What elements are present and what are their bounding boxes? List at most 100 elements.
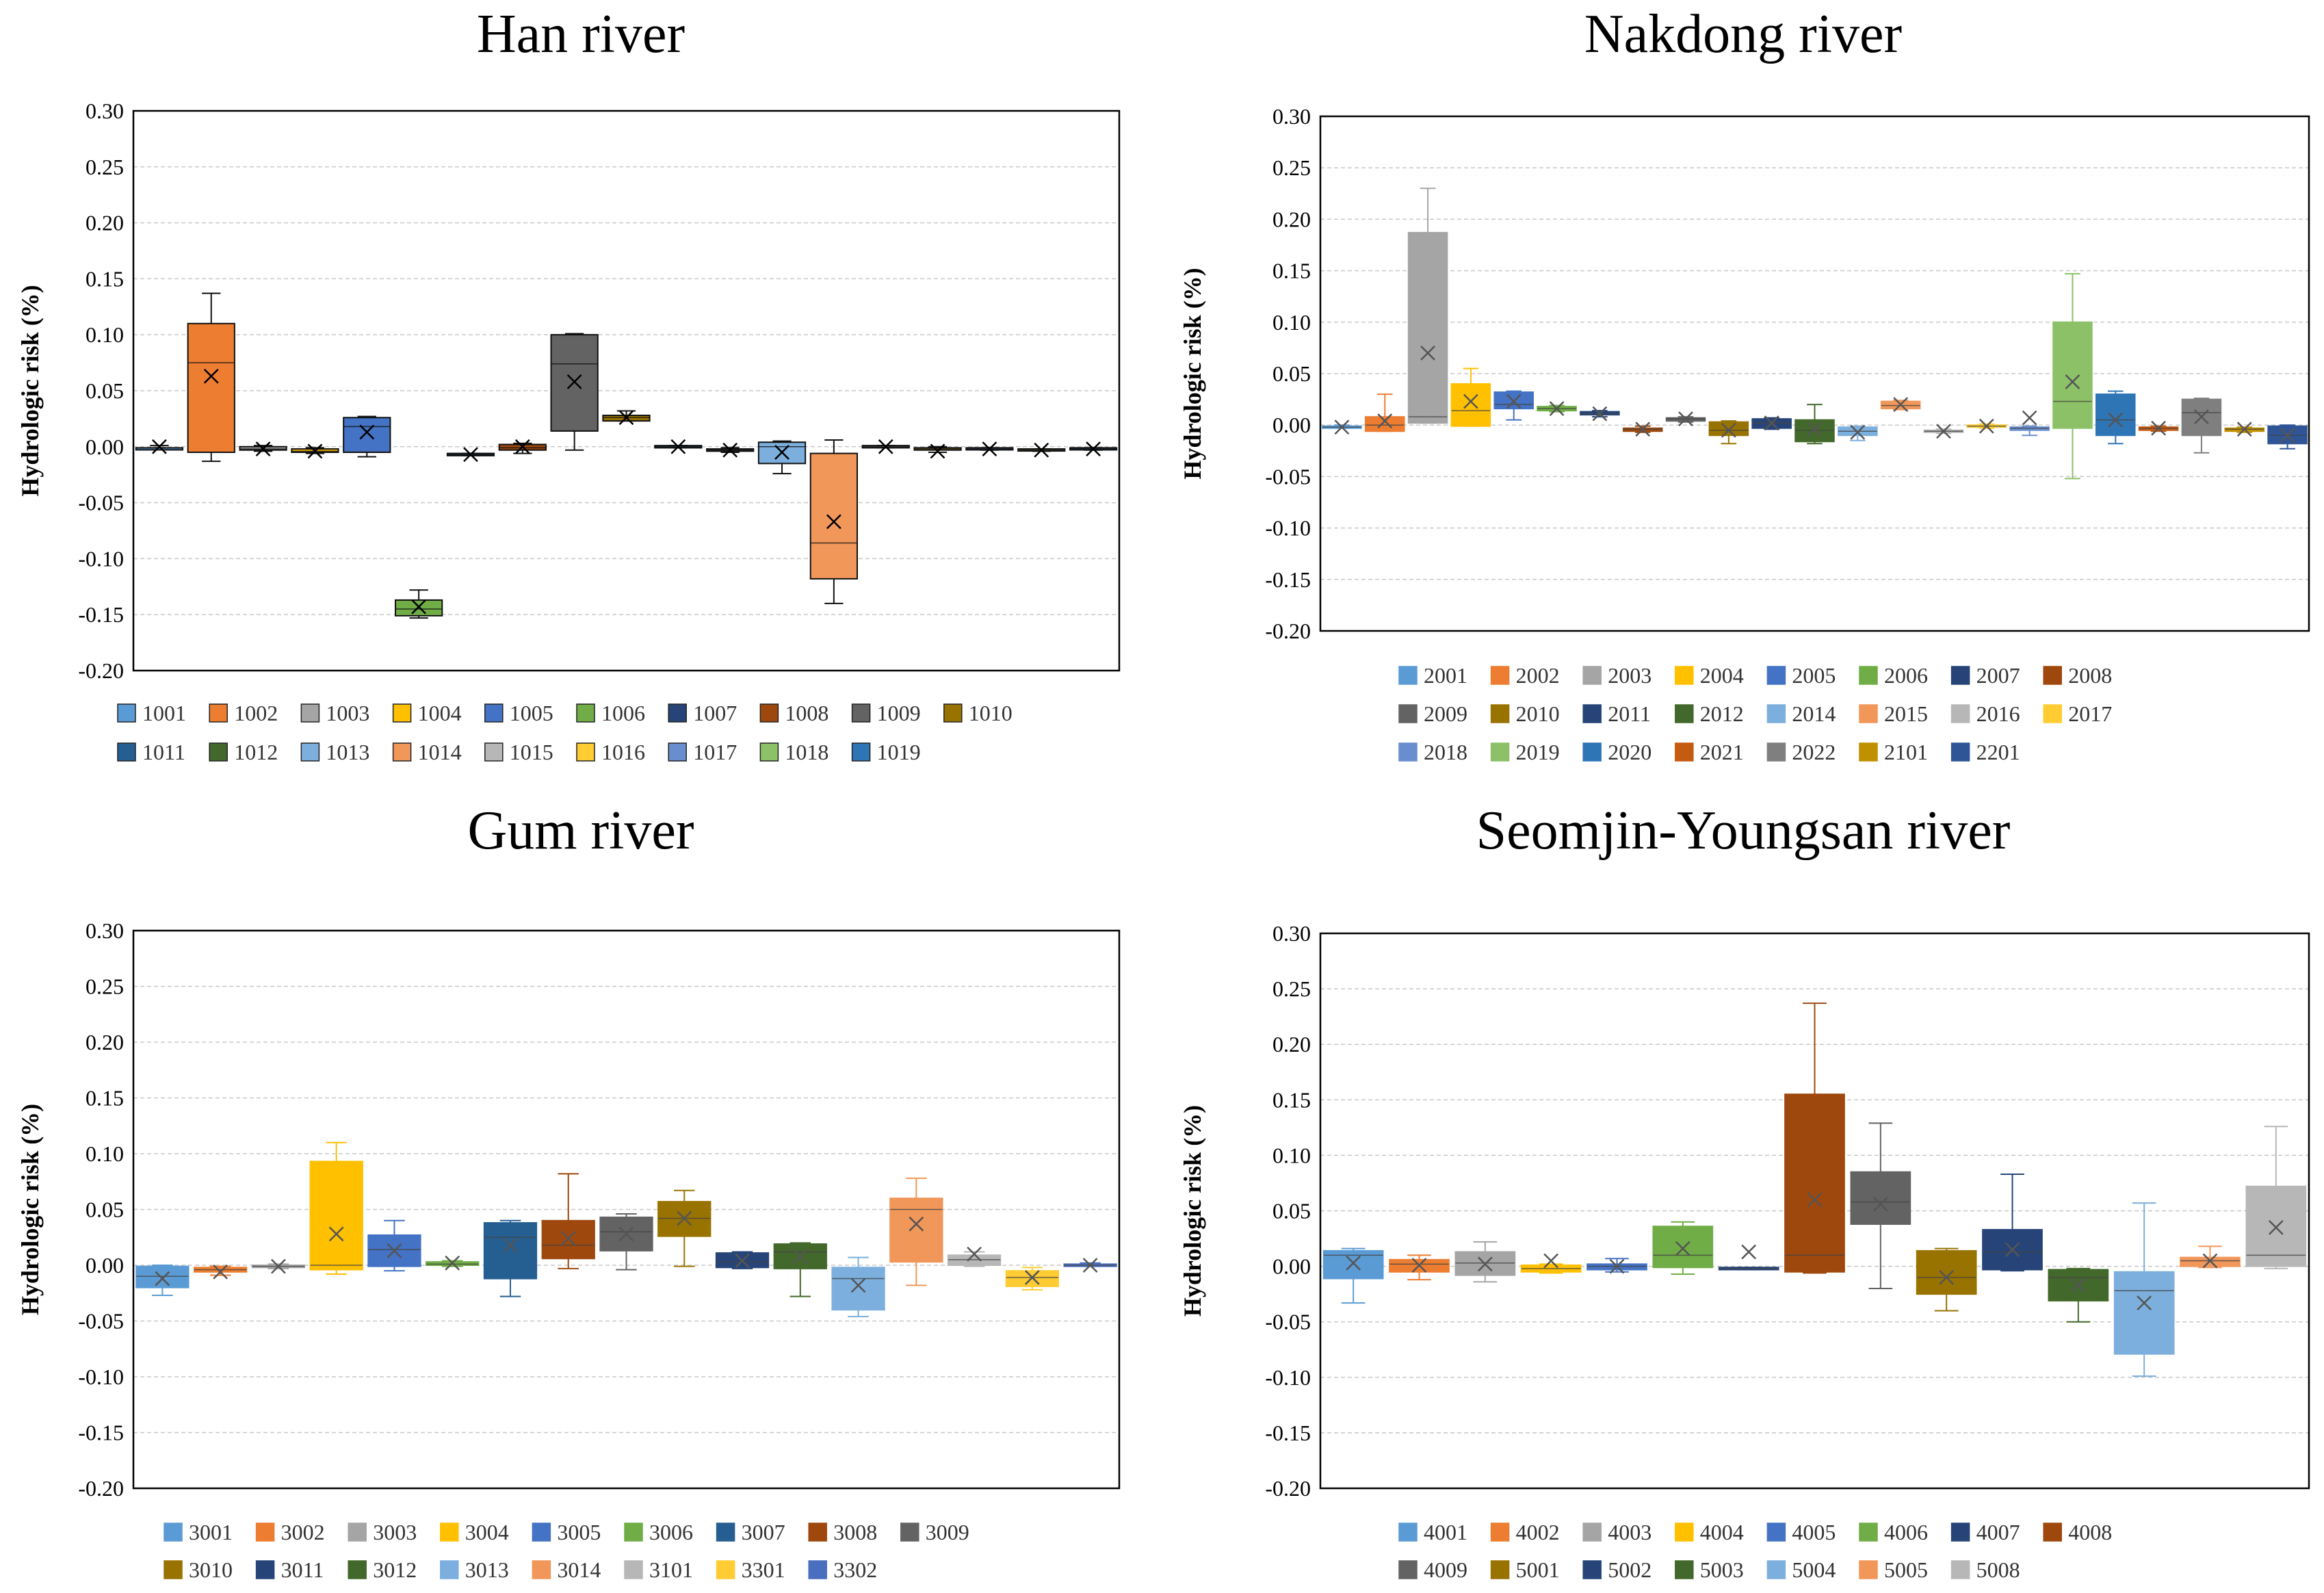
mean-marker [1082, 1258, 1098, 1273]
legend-label: 2009 [1424, 701, 1467, 726]
box-3301 [1005, 1267, 1059, 1291]
mean-marker [2202, 1253, 2218, 1269]
legend-label: 2003 [1608, 663, 1651, 688]
legend-label: 2020 [1608, 740, 1651, 764]
mean-marker [1086, 441, 1101, 456]
box-iqr [135, 1265, 190, 1288]
box-4009 [1850, 1122, 1911, 1290]
legend-label: 2021 [1700, 740, 1744, 764]
legend-swatch [900, 1523, 919, 1542]
legend-swatch [1582, 1560, 1602, 1579]
legend-item-2019: 2019 [1490, 740, 1560, 764]
legend-item-2012: 2012 [1675, 701, 1744, 726]
box-2020 [2095, 390, 2136, 445]
legend-item-3005: 3005 [532, 1520, 601, 1544]
y-tick-label: -0.20 [1265, 1476, 1311, 1501]
legend-item-3010: 3010 [164, 1557, 233, 1582]
legend-label: 5008 [1976, 1557, 2020, 1582]
plot-frame [1319, 115, 2310, 632]
legend-label: 2010 [1516, 701, 1560, 726]
legend-swatch [1398, 742, 1418, 762]
box-1015 [861, 439, 910, 454]
legend-swatch [1582, 666, 1602, 685]
legend-swatch [1766, 704, 1786, 723]
mean-marker [213, 1264, 229, 1280]
mean-marker [271, 1258, 286, 1274]
legend-label: 2006 [1884, 663, 1928, 688]
box-3012 [773, 1242, 827, 1297]
legend-item-3302: 3302 [808, 1557, 877, 1582]
mean-marker [1411, 1258, 1427, 1273]
mean-marker [1979, 418, 1994, 434]
legend-label: 4005 [1792, 1520, 1836, 1544]
chart-title: Nakdong river [1584, 4, 1903, 64]
legend-swatch [576, 703, 595, 723]
y-tick-label: 0.15 [86, 1086, 124, 1111]
legend-label: 5003 [1700, 1557, 1744, 1582]
legend-swatch [1859, 666, 1878, 685]
legend-item-3014: 3014 [532, 1557, 601, 1582]
legend-item-2017: 2017 [2043, 701, 2112, 726]
mean-marker [2065, 374, 2080, 389]
chart-title: Han river [476, 4, 686, 64]
legend-label: 1002 [234, 701, 278, 725]
legend-swatch [2043, 704, 2062, 723]
box-2006 [1537, 401, 1577, 417]
box-2018 [2009, 410, 2050, 437]
y-tick-label: -0.10 [1265, 516, 1311, 541]
y-tick-label: -0.10 [78, 1364, 124, 1389]
box-2011 [1751, 415, 1792, 431]
legend-item-3301: 3301 [716, 1557, 785, 1582]
legend-label: 2016 [1976, 701, 2020, 726]
box-iqr [1450, 383, 1491, 427]
box-3011 [715, 1251, 770, 1269]
mean-marker [677, 1210, 692, 1226]
box-2014 [1838, 424, 1878, 441]
legend-swatch [532, 1560, 551, 1579]
legend-swatch [1490, 1523, 1510, 1542]
legend-swatch [1490, 1560, 1510, 1579]
legend-item-5002: 5002 [1582, 1557, 1651, 1582]
legend-swatch [300, 703, 320, 723]
box-2101 [2224, 422, 2265, 437]
box-2007 [1580, 406, 1620, 422]
mean-marker [1807, 422, 1823, 437]
y-axis-label: Hydrologic risk (%) [1179, 268, 1206, 479]
legend-label: 1012 [234, 740, 278, 764]
legend-swatch [440, 1560, 459, 1579]
y-tick-label: 0.05 [86, 1197, 124, 1222]
y-axis-label: Hydrologic risk (%) [16, 1104, 44, 1315]
y-tick-label: 0.20 [1272, 207, 1311, 231]
mean-marker [307, 443, 323, 459]
legend-label: 2022 [1792, 740, 1836, 764]
box-iqr [809, 452, 858, 580]
box-iqr [2009, 426, 2050, 431]
box-4007 [1718, 1244, 1779, 1271]
chart-svg: 0.30 0.25 0.20 0.15 0.10 0.05 0.00 -0.05 -0.10 -0… [16, 99, 1121, 764]
legend-item-2001: 2001 [1398, 663, 1467, 688]
legend-label: 3002 [281, 1520, 325, 1544]
legend-label: 1015 [510, 740, 553, 764]
legend-label: 4001 [1424, 1520, 1467, 1544]
legend-item-1005: 1005 [484, 701, 553, 725]
legend-label: 5001 [1516, 1557, 1560, 1582]
legend-item-3006: 3006 [624, 1520, 693, 1544]
legend-swatch [392, 703, 412, 723]
legend-label: 4003 [1608, 1520, 1651, 1544]
chart-svg: 0.30 0.25 0.20 0.15 0.10 0.05 0.00 -0.05 -0.10 -0… [1179, 104, 2310, 764]
box-3002 [194, 1264, 248, 1280]
box-3101 [947, 1246, 1002, 1267]
mean-marker [1549, 401, 1565, 417]
chart-title: Seomjin-Youngsan river [1476, 801, 2011, 861]
mean-marker [152, 439, 167, 454]
legend-label: 2011 [1608, 701, 1651, 726]
legend-swatch [1490, 666, 1510, 685]
legend-item-2006: 2006 [1859, 663, 1928, 688]
legend-swatch [209, 742, 228, 762]
mean-marker [1346, 1255, 1361, 1271]
box-1003 [239, 441, 287, 456]
legend-label: 2015 [1884, 701, 1928, 726]
legend-item-3008: 3008 [808, 1520, 877, 1544]
legend-label: 1019 [877, 740, 921, 764]
legend-label: 1014 [418, 740, 462, 764]
